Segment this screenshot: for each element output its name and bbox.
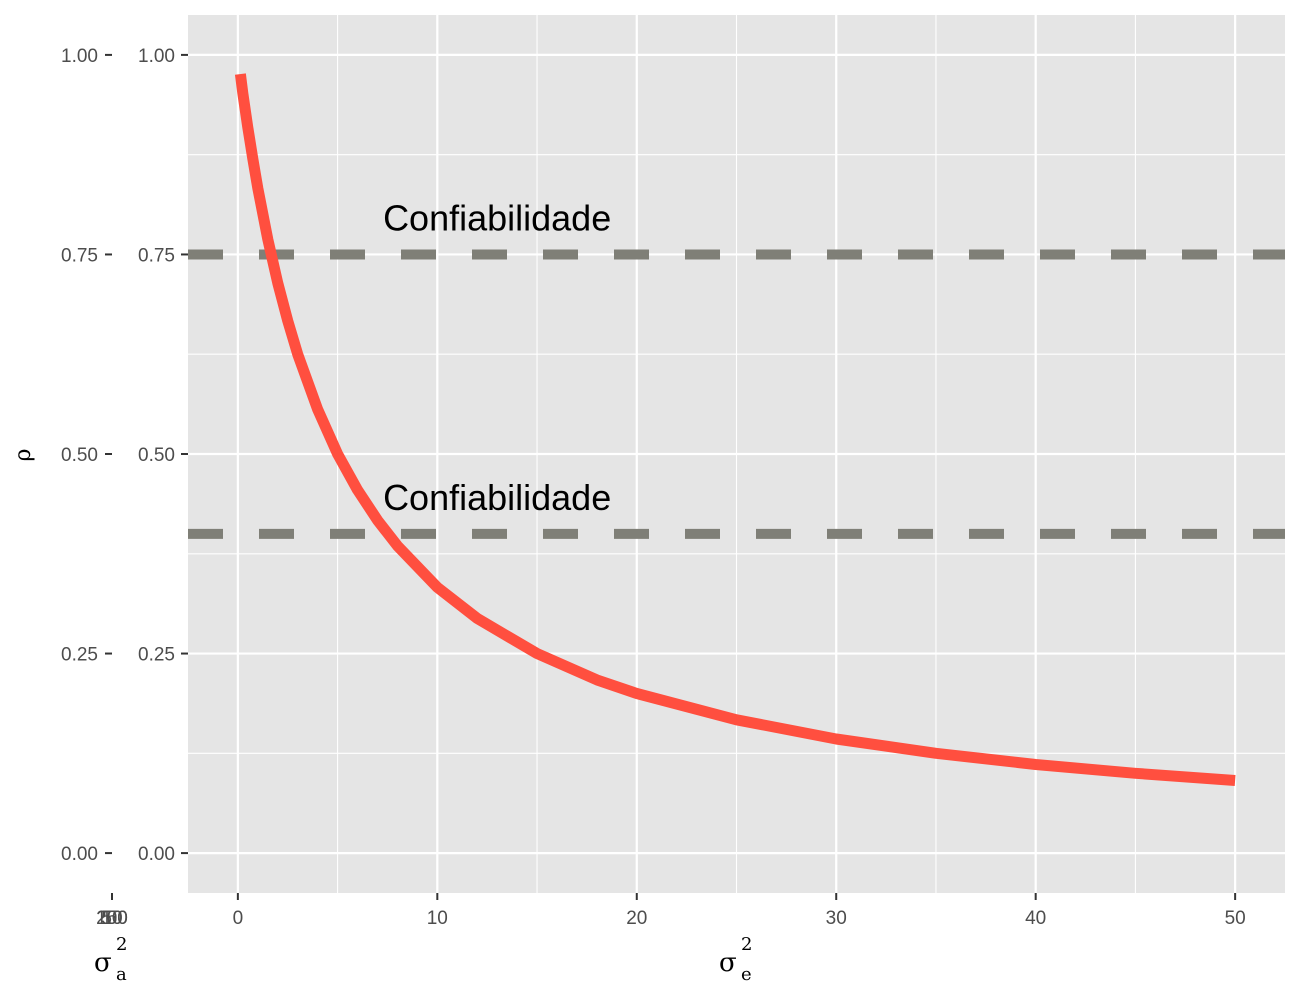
annotations: Confiabilidade Confiabilidade: [383, 198, 611, 518]
grid: [188, 15, 1285, 893]
secondary-x-axis-title: σ: [94, 948, 112, 978]
y-tick-label: 0.25: [138, 645, 175, 666]
secondary-x-tick-label: 250: [96, 908, 128, 929]
secondary-x-tick-label: 50: [101, 908, 122, 929]
x-axis-title: σ: [719, 948, 737, 978]
x-axis-title-superscript: 2: [741, 934, 752, 955]
x-tick-label: 50: [1225, 908, 1246, 929]
x-tick-label: 20: [626, 908, 647, 929]
secondary-x-axis-title-subscript: a: [116, 964, 127, 985]
y-tick-label: 0.75: [138, 245, 175, 266]
x-tick-label: 40: [1025, 908, 1046, 929]
reliability-curve: [234, 73, 1236, 786]
y-tick-label: 1.00: [61, 46, 98, 67]
y-tick-label: 0.75: [61, 245, 98, 266]
secondary-x-axis-title-superscript: 2: [116, 934, 127, 955]
y-tick-label: 0.50: [61, 445, 98, 466]
x-tick-label: 0: [233, 908, 244, 929]
y-axis-title: ρ: [11, 449, 36, 462]
y-tick-label: 1.00: [138, 46, 175, 67]
x-tick-label: 10: [427, 908, 448, 929]
y-tick-label: 0.00: [138, 844, 175, 865]
y-tick-label: 0.25: [61, 645, 98, 666]
y-tick-label: 0.50: [138, 445, 175, 466]
x-axis-title-subscript: e: [741, 964, 752, 985]
x-tick-label: 30: [826, 908, 847, 929]
axes: 0.00 0.25 0.50 0.75 1.00 0.00 0.25 0.50 0.75 1.00…: [11, 46, 1246, 985]
annotation-label: Confiabilidade: [383, 198, 611, 239]
secondary-x-tick-label: 10: [101, 908, 122, 929]
annotation-label: Confiabilidade: [383, 477, 611, 518]
data-series: [234, 73, 1236, 786]
secondary-x-tick-label: 100: [96, 908, 128, 929]
y-tick-label: 0.00: [61, 844, 98, 865]
